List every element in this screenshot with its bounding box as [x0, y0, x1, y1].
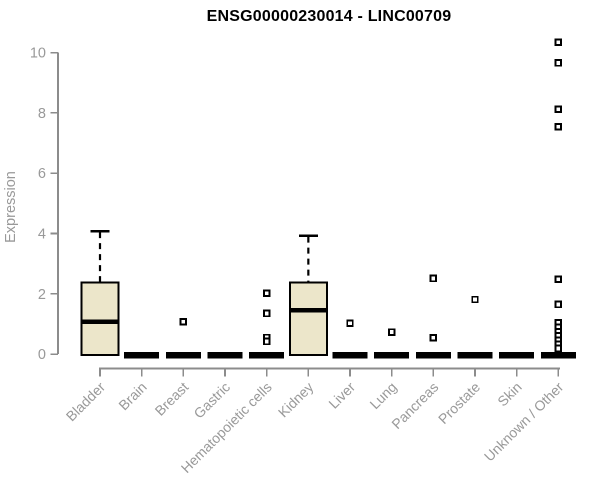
collapsed-box: [415, 351, 451, 359]
y-tick-label: 4: [38, 227, 46, 243]
x-tick-label: Skin: [494, 379, 525, 410]
collapsed-box: [165, 351, 201, 359]
x-tick-label: Unknown / Other: [481, 379, 567, 465]
x-tick-label: Kidney: [275, 379, 317, 421]
outlier-point: [429, 334, 438, 342]
outlier-point: [262, 309, 271, 318]
outlier-point: [346, 319, 354, 328]
x-tick-label: Prostate: [435, 379, 483, 427]
outlier-point: [262, 337, 271, 346]
outlier-point: [387, 328, 396, 336]
y-tick-label: 8: [38, 106, 46, 122]
collapsed-box: [332, 351, 368, 359]
outlier-point: [554, 123, 563, 131]
collapsed-box: [124, 351, 160, 359]
outlier-point: [554, 38, 563, 47]
x-tick-label: Breast: [152, 379, 192, 419]
x-tick-label: Lung: [366, 379, 399, 412]
collapsed-box: [207, 351, 243, 359]
outlier-point: [429, 274, 438, 283]
y-tick-label: 2: [38, 287, 46, 303]
y-axis-title: Expression: [3, 171, 19, 243]
outlier-point: [179, 318, 188, 326]
outlier-point: [554, 300, 563, 309]
collapsed-box: [374, 351, 410, 359]
outlier-point: [554, 59, 563, 67]
x-tick-label: Bladder: [63, 379, 109, 425]
collapsed-box: [249, 351, 285, 359]
y-tick-label: 0: [38, 347, 46, 363]
y-tick-label: 10: [30, 46, 46, 62]
y-tick-label: 6: [38, 166, 46, 182]
outlier-point: [554, 105, 563, 113]
collapsed-box: [540, 351, 576, 359]
collapsed-box: [457, 351, 493, 359]
outlier-point: [471, 295, 479, 304]
box: [288, 281, 328, 357]
collapsed-box: [499, 351, 535, 359]
x-tick-label: Brain: [115, 379, 149, 413]
chart-title: ENSG00000230014 - LINC00709: [206, 8, 452, 25]
outlier-point: [262, 289, 271, 297]
x-tick-label: Liver: [325, 379, 358, 412]
outlier-point: [554, 275, 563, 284]
outlier-point: [554, 344, 563, 353]
box: [80, 281, 120, 357]
